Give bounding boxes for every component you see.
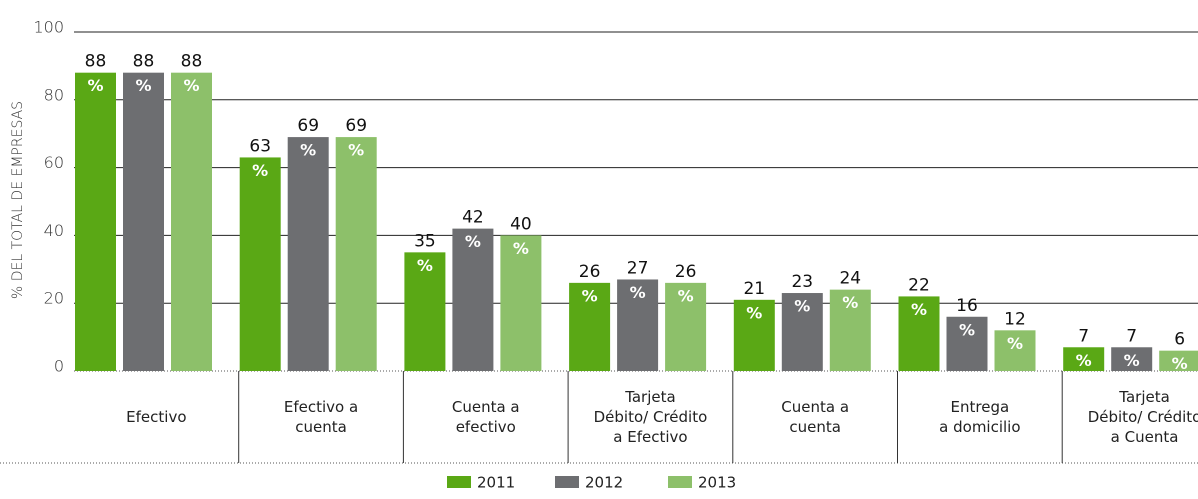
value-label: 26 [675, 262, 697, 282]
unit-label: % [183, 76, 199, 95]
value-label: 69 [345, 116, 367, 136]
unit-label: % [417, 256, 433, 275]
value-label: 69 [297, 116, 319, 136]
legend-label: 2011 [477, 474, 515, 492]
bar [171, 72, 212, 372]
value-label: 23 [791, 272, 813, 292]
unit-label: % [87, 76, 103, 95]
value-label: 7 [1126, 326, 1137, 346]
value-label: 88 [181, 52, 203, 72]
x-tick-label: Tarjeta Débito/ Crédito a Efectivo [594, 388, 708, 446]
x-tick-label: Cuenta a cuenta [781, 398, 849, 436]
value-label: 6 [1174, 330, 1185, 350]
bar [123, 72, 164, 372]
y-tick-label: 60 [44, 153, 64, 172]
legend-swatch [447, 476, 471, 488]
unit-label: % [794, 297, 810, 316]
bar [452, 228, 494, 371]
x-tick-label: Efectivo a cuenta [284, 398, 358, 436]
x-tick-label: Cuenta a efectivo [452, 398, 520, 436]
unit-label: % [582, 286, 598, 305]
bar [1111, 347, 1153, 371]
value-label: 22 [908, 275, 930, 295]
value-label: 63 [249, 136, 271, 156]
bar [569, 282, 611, 371]
unit-label: % [911, 300, 927, 319]
value-label: 88 [85, 52, 107, 72]
value-label: 42 [462, 208, 484, 228]
y-tick-label: 100 [33, 18, 64, 37]
value-label: 16 [956, 296, 978, 316]
unit-label: % [959, 320, 975, 339]
x-tick-label: Efectivo [126, 408, 186, 426]
bar [75, 72, 116, 372]
bar [1159, 350, 1198, 371]
bar [733, 299, 775, 371]
y-axis-label: % DEL TOTAL DE EMPRESAS [10, 101, 26, 299]
value-label: 35 [414, 231, 436, 251]
y-tick-label: 80 [44, 85, 64, 104]
unit-label: % [135, 76, 151, 95]
y-tick-label: 0 [54, 357, 64, 376]
bar [781, 293, 823, 371]
value-label: 21 [743, 279, 765, 299]
unit-label: % [842, 293, 858, 312]
value-label: 26 [579, 262, 601, 282]
unit-label: % [1172, 354, 1188, 373]
unit-label: % [465, 232, 481, 251]
legend-label: 2012 [585, 474, 623, 492]
legend-swatch [668, 476, 692, 488]
unit-label: % [630, 283, 646, 302]
unit-label: % [678, 286, 694, 305]
unit-label: % [1007, 334, 1023, 353]
value-label: 7 [1078, 326, 1089, 346]
unit-label: % [1124, 351, 1140, 370]
unit-label: % [1076, 351, 1092, 370]
value-label: 24 [839, 269, 861, 289]
x-tick-label: Entrega a domicilio [939, 398, 1020, 436]
y-tick-label: 20 [44, 289, 64, 308]
bar [946, 316, 988, 371]
unit-label: % [513, 239, 529, 258]
bar [500, 235, 542, 371]
bar [239, 157, 281, 371]
unit-label: % [348, 141, 364, 160]
bar [994, 330, 1036, 371]
y-tick-label: 40 [44, 221, 64, 240]
bar [829, 289, 871, 371]
bar [335, 137, 377, 371]
legend-label: 2013 [698, 474, 736, 492]
value-label: 12 [1004, 309, 1026, 329]
unit-label: % [300, 141, 316, 160]
value-label: 88 [133, 52, 155, 72]
bar [1063, 347, 1105, 371]
unit-label: % [746, 303, 762, 322]
bar [665, 282, 707, 371]
bar [404, 252, 446, 371]
legend-swatch [555, 476, 579, 488]
x-tick-label: Tarjeta Débito/ Crédito a Cuenta [1088, 388, 1198, 446]
bar [617, 279, 659, 371]
value-label: 27 [627, 258, 649, 278]
value-label: 40 [510, 214, 532, 234]
bar [898, 296, 940, 371]
bar [287, 137, 329, 371]
unit-label: % [252, 161, 268, 180]
